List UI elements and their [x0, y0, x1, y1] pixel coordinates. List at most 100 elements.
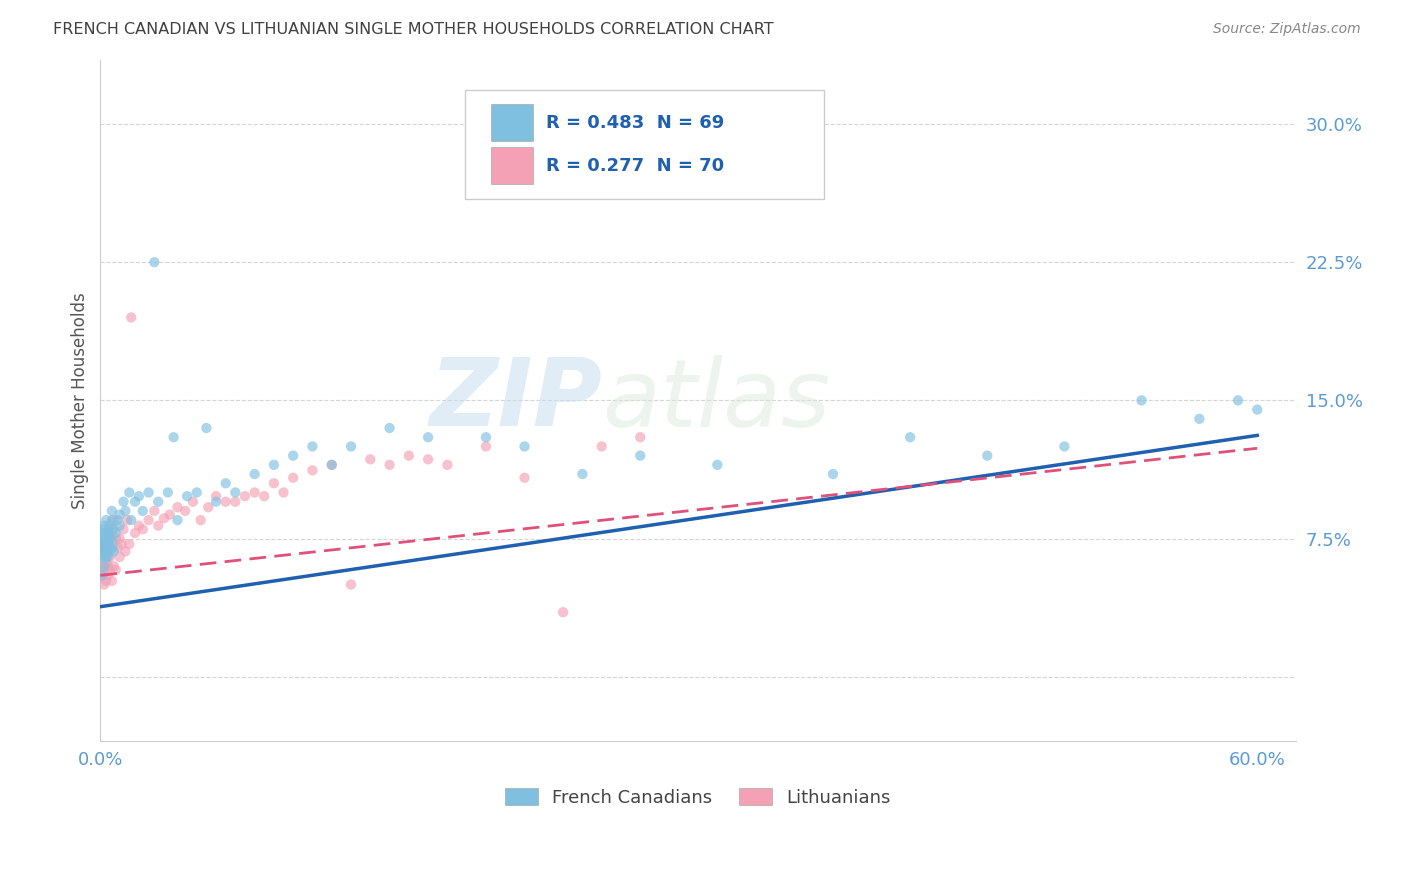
Point — [93, 577, 115, 591]
Point — [112, 494, 135, 508]
Point — [97, 526, 120, 541]
Point — [224, 494, 246, 508]
Point — [263, 458, 285, 472]
Point — [166, 513, 188, 527]
Point — [91, 559, 114, 574]
Point — [205, 489, 228, 503]
Point — [97, 537, 120, 551]
Point — [118, 537, 141, 551]
Point — [153, 511, 176, 525]
Point — [108, 518, 131, 533]
Point — [97, 559, 120, 574]
Point — [190, 513, 212, 527]
Point — [418, 452, 440, 467]
Point — [359, 452, 381, 467]
Point — [104, 532, 127, 546]
Point — [551, 605, 574, 619]
Text: Source: ZipAtlas.com: Source: ZipAtlas.com — [1213, 22, 1361, 37]
Point — [101, 513, 124, 527]
Point — [98, 549, 121, 564]
Point — [93, 526, 115, 541]
Point — [128, 518, 150, 533]
Point — [321, 458, 343, 472]
Point — [301, 463, 323, 477]
Point — [156, 485, 179, 500]
Point — [186, 485, 208, 500]
Point — [132, 522, 155, 536]
Point — [117, 513, 139, 527]
Legend: French Canadians, Lithuanians: French Canadians, Lithuanians — [498, 780, 898, 814]
Point — [97, 526, 120, 541]
Point — [162, 430, 184, 444]
Point — [93, 563, 115, 577]
Point — [263, 476, 285, 491]
Point — [101, 574, 124, 588]
Point — [159, 508, 181, 522]
FancyBboxPatch shape — [465, 90, 824, 199]
Point — [243, 467, 266, 481]
Point — [513, 471, 536, 485]
Point — [94, 532, 117, 546]
Point — [103, 544, 125, 558]
Text: FRENCH CANADIAN VS LITHUANIAN SINGLE MOTHER HOUSEHOLDS CORRELATION CHART: FRENCH CANADIAN VS LITHUANIAN SINGLE MOT… — [53, 22, 775, 37]
Point — [110, 537, 132, 551]
Point — [108, 549, 131, 564]
Point — [475, 430, 498, 444]
Point — [98, 518, 121, 533]
Point — [132, 504, 155, 518]
Point — [108, 532, 131, 546]
Point — [97, 568, 120, 582]
Point — [628, 430, 651, 444]
Point — [120, 513, 142, 527]
Point — [98, 563, 121, 577]
Point — [176, 489, 198, 503]
Point — [108, 508, 131, 522]
Point — [124, 494, 146, 508]
Point — [91, 549, 114, 564]
Point — [91, 549, 114, 564]
Point — [93, 518, 115, 533]
Point — [340, 577, 363, 591]
Point — [94, 541, 117, 555]
Text: ZIP: ZIP — [430, 354, 602, 446]
Point — [91, 568, 114, 582]
Point — [138, 513, 160, 527]
Point — [215, 476, 238, 491]
Point — [475, 439, 498, 453]
Point — [91, 568, 114, 582]
Point — [91, 541, 114, 555]
Point — [94, 532, 117, 546]
Point — [94, 574, 117, 588]
FancyBboxPatch shape — [491, 147, 533, 185]
Point — [1226, 393, 1249, 408]
Point — [148, 494, 170, 508]
Point — [418, 430, 440, 444]
Point — [93, 544, 115, 558]
Point — [513, 439, 536, 453]
Point — [976, 449, 998, 463]
Point — [103, 559, 125, 574]
Point — [1130, 393, 1153, 408]
Point — [628, 449, 651, 463]
Point — [138, 485, 160, 500]
Point — [103, 522, 125, 536]
Point — [143, 504, 166, 518]
Point — [821, 467, 844, 481]
Point — [118, 485, 141, 500]
Point — [97, 537, 120, 551]
Point — [107, 541, 129, 555]
Point — [340, 439, 363, 453]
Point — [195, 421, 218, 435]
Point — [253, 489, 276, 503]
Point — [1188, 412, 1211, 426]
Point — [93, 544, 115, 558]
Point — [301, 439, 323, 453]
Text: R = 0.483  N = 69: R = 0.483 N = 69 — [547, 114, 724, 132]
FancyBboxPatch shape — [491, 103, 533, 142]
Point — [93, 537, 115, 551]
Point — [591, 439, 613, 453]
Point — [91, 541, 114, 555]
Point — [91, 532, 114, 546]
Point — [94, 549, 117, 564]
Point — [571, 467, 593, 481]
